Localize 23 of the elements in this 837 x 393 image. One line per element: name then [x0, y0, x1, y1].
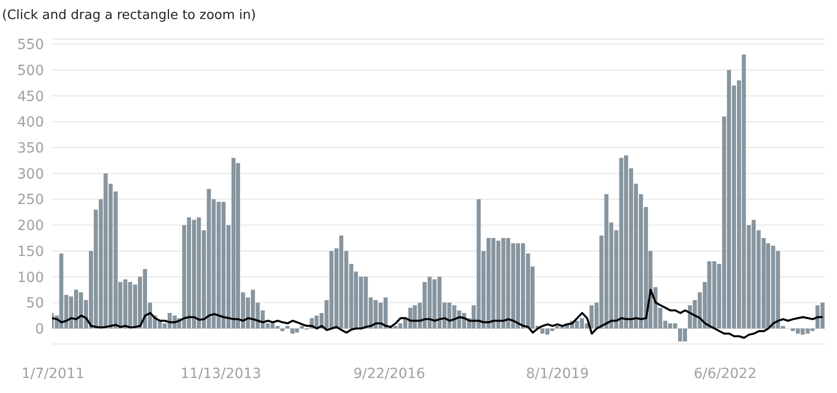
y-tick-label: 250 [17, 192, 44, 208]
bar [280, 328, 284, 332]
y-tick-label: 200 [17, 218, 44, 234]
x-tick-label: 9/22/2016 [353, 366, 426, 382]
bar [300, 326, 304, 328]
y-tick-label: 300 [17, 166, 44, 182]
y-tick-label: 150 [17, 244, 44, 260]
y-tick-label: 450 [17, 88, 44, 105]
y-tick-label: 50 [26, 296, 44, 312]
bar [294, 328, 299, 333]
y-tick-label: 100 [17, 270, 44, 286]
y-tick-label: 0 [35, 321, 44, 338]
x-tick-label: 11/13/2013 [180, 366, 262, 382]
y-tick-label: 400 [17, 114, 44, 131]
y-tick-label: 350 [17, 140, 44, 157]
x-tick-label: 1/7/2011 [22, 366, 84, 382]
line-series [52, 288, 824, 339]
chart-title: (Click and drag a rectangle to zoom in) [2, 8, 257, 23]
y-tick-label: 550 [17, 37, 44, 54]
x-tick-label: 8/1/2019 [526, 366, 589, 382]
x-tick-label: 6/6/2022 [694, 366, 757, 382]
y-tick-label: 500 [17, 62, 44, 79]
bar [285, 326, 290, 328]
